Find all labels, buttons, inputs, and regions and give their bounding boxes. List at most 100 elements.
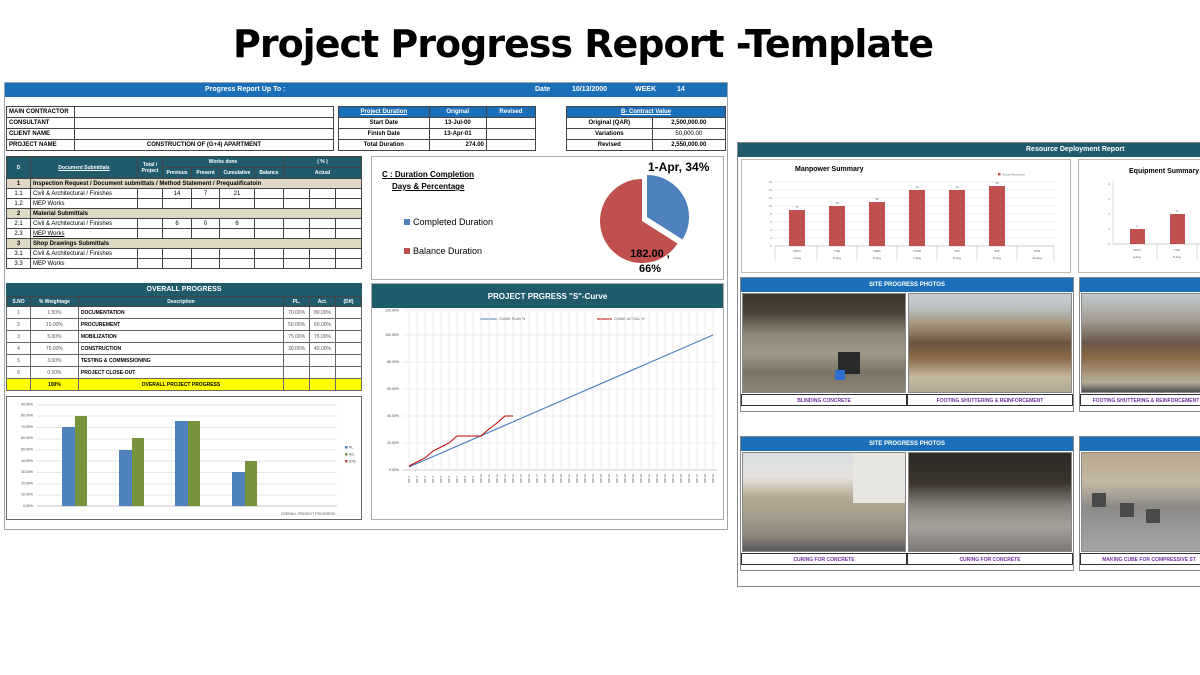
cell[interactable] <box>308 188 336 199</box>
cell[interactable] <box>283 258 310 269</box>
cell-previous[interactable] <box>162 248 192 259</box>
table-row: 2 15.00% PROCUREMENT 50.00% 60.00% <box>6 318 362 331</box>
cell-weight[interactable]: 1.50% <box>29 306 79 319</box>
cell[interactable] <box>137 198 163 209</box>
cell[interactable] <box>137 228 163 239</box>
cell-act[interactable]: 60.00% <box>309 318 336 331</box>
cell-dif[interactable] <box>335 330 362 343</box>
cell-act[interactable]: 40.00% <box>309 342 336 355</box>
cell-previous[interactable] <box>162 228 192 239</box>
cell-previous[interactable]: 14 <box>162 188 192 199</box>
cell-weight[interactable]: 0.50% <box>29 366 79 379</box>
cell-pl[interactable] <box>283 366 311 379</box>
cell-present[interactable] <box>191 198 220 209</box>
cell-cumulative[interactable] <box>219 258 255 269</box>
cv-value[interactable]: 2,500,000.00 <box>651 117 727 129</box>
cell[interactable] <box>283 218 310 229</box>
cell-previous[interactable] <box>162 258 192 269</box>
cell-present[interactable]: 7 <box>191 188 220 199</box>
cell[interactable] <box>137 248 163 259</box>
cell-pl[interactable] <box>283 354 311 367</box>
info-value[interactable]: CONSTRUCTION OF (G+4) APARTMENT <box>74 139 334 151</box>
cell[interactable] <box>334 218 363 229</box>
photo-curing-concrete-1[interactable] <box>742 452 906 552</box>
cell[interactable] <box>283 228 310 239</box>
svg-text:0.00%: 0.00% <box>389 468 399 472</box>
cell-cumulative[interactable]: 21 <box>219 188 255 199</box>
cell-weight[interactable]: 3.00% <box>29 354 79 367</box>
cell-cumulative[interactable]: 6 <box>219 218 255 229</box>
svg-text:4: 4 <box>1108 182 1110 186</box>
photo-footing-shuttering[interactable] <box>908 293 1072 393</box>
cell-dif[interactable] <box>335 318 362 331</box>
cell[interactable] <box>308 228 336 239</box>
cell-cumulative[interactable] <box>219 198 255 209</box>
duration-original[interactable]: 13-Apr-01 <box>428 128 487 140</box>
photo-blinding-concrete[interactable] <box>742 293 906 393</box>
cell[interactable] <box>254 188 284 199</box>
cell[interactable] <box>334 258 363 269</box>
cell-pl[interactable]: 30.00% <box>283 342 311 355</box>
cell-present[interactable] <box>191 228 220 239</box>
cell-weight[interactable]: 75.00% <box>29 342 79 355</box>
info-value[interactable] <box>74 128 334 140</box>
cell-weight[interactable]: 15.00% <box>29 318 79 331</box>
cell-present[interactable]: 0 <box>191 218 220 229</box>
photo-footing-shuttering-2[interactable] <box>1081 293 1200 393</box>
photo-curing-concrete-2[interactable] <box>908 452 1072 552</box>
cell-act[interactable]: 75.00% <box>309 330 336 343</box>
cell[interactable] <box>254 248 284 259</box>
duration-revised[interactable] <box>485 117 537 129</box>
duration-revised[interactable] <box>485 128 537 140</box>
duration-original[interactable]: 274.00 <box>428 139 487 151</box>
cell-present[interactable] <box>191 258 220 269</box>
svg-text:CUMM. PLAN %: CUMM. PLAN % <box>499 317 525 321</box>
cell[interactable] <box>334 248 363 259</box>
cell[interactable] <box>137 258 163 269</box>
cell[interactable] <box>254 228 284 239</box>
cell[interactable] <box>254 198 284 209</box>
cell-cumulative[interactable] <box>219 248 255 259</box>
cell-cumulative[interactable] <box>219 228 255 239</box>
duration-revised[interactable] <box>485 139 537 151</box>
cv-value[interactable]: 50,000.00 <box>651 128 727 140</box>
col-balance: Balance <box>254 167 284 179</box>
cell-dif[interactable] <box>335 366 362 379</box>
cv-value[interactable]: 2,550,000.00 <box>651 139 727 151</box>
photo-detail <box>1092 493 1106 507</box>
cell-weight[interactable]: 5.00% <box>29 330 79 343</box>
cell[interactable] <box>137 188 163 199</box>
cell[interactable] <box>308 248 336 259</box>
cell-pl[interactable]: 50.00% <box>283 318 311 331</box>
cell[interactable] <box>254 218 284 229</box>
cell-dif[interactable] <box>335 306 362 319</box>
cell-present[interactable] <box>191 248 220 259</box>
cell-act[interactable] <box>309 366 336 379</box>
cell-dif[interactable] <box>335 354 362 367</box>
cell[interactable] <box>283 198 310 209</box>
cell-act[interactable] <box>309 354 336 367</box>
info-value[interactable] <box>74 106 334 118</box>
cell-previous[interactable] <box>162 198 192 209</box>
cell[interactable] <box>334 228 363 239</box>
cell[interactable] <box>334 188 363 199</box>
cell[interactable] <box>254 258 284 269</box>
cell[interactable] <box>308 258 336 269</box>
cell[interactable] <box>283 248 310 259</box>
cell-previous[interactable]: 6 <box>162 218 192 229</box>
cell[interactable] <box>308 218 336 229</box>
col-total: Total / Project <box>137 156 163 179</box>
cell-pl[interactable]: 75.00% <box>283 330 311 343</box>
cell-dif[interactable] <box>335 342 362 355</box>
cell-pl[interactable]: 70.00% <box>283 306 311 319</box>
cell[interactable] <box>334 198 363 209</box>
cell[interactable] <box>308 198 336 209</box>
cell-act[interactable]: 80.00% <box>309 306 336 319</box>
duration-original[interactable]: 13-Jul-00 <box>428 117 487 129</box>
info-value[interactable] <box>74 117 334 129</box>
cell[interactable] <box>283 188 310 199</box>
date-label: Date <box>535 86 551 93</box>
cell-no: 4 <box>6 342 31 355</box>
photo-making-cube[interactable] <box>1081 452 1200 552</box>
cell[interactable] <box>137 218 163 229</box>
